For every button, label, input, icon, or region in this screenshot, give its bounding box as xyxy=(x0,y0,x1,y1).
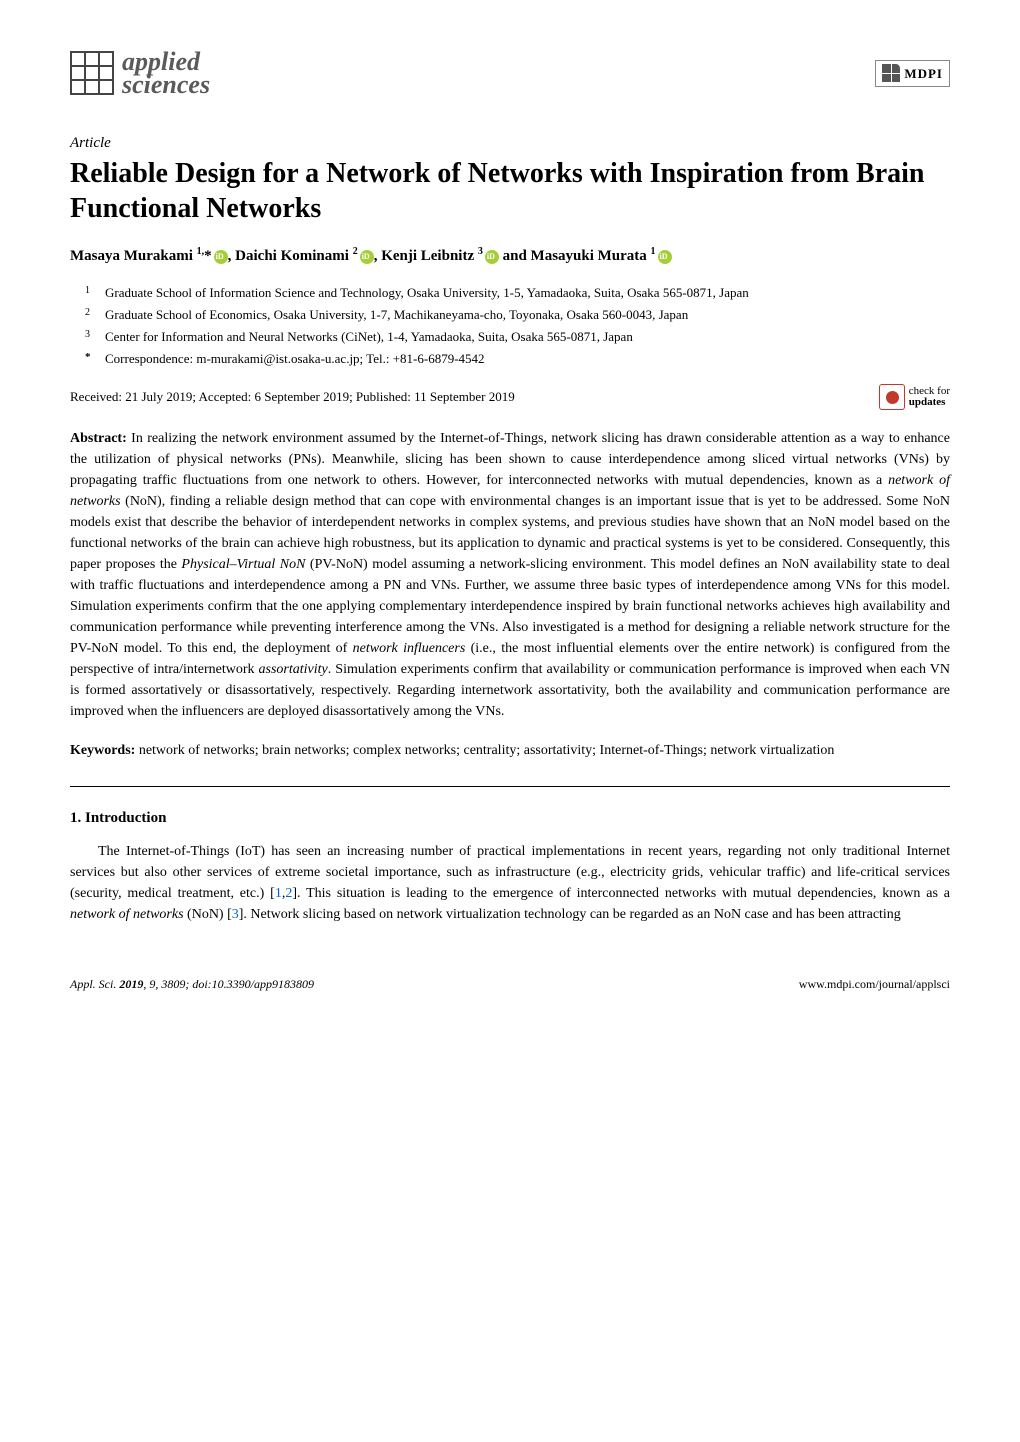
abstract: Abstract: In realizing the network envir… xyxy=(70,428,950,722)
orcid-icon[interactable] xyxy=(360,250,374,264)
page-footer: Appl. Sci. 2019, 9, 3809; doi:10.3390/ap… xyxy=(70,975,950,993)
author-3: Kenji Leibnitz 3 xyxy=(381,248,499,264)
corr-marker: * xyxy=(85,351,91,363)
mdpi-icon xyxy=(882,64,900,82)
journal-name: applied sciences xyxy=(122,50,210,97)
section-title-intro: 1. Introduction xyxy=(70,807,950,830)
cite-3[interactable]: 3 xyxy=(232,907,239,922)
affiliations: 1 Graduate School of Information Science… xyxy=(70,283,950,369)
orcid-icon[interactable] xyxy=(214,250,228,264)
dates-row: Received: 21 July 2019; Accepted: 6 Sept… xyxy=(70,384,950,410)
cite-1[interactable]: 1 xyxy=(275,886,282,901)
publication-dates: Received: 21 July 2019; Accepted: 6 Sept… xyxy=(70,387,515,407)
affiliation-2: 2 Graduate School of Economics, Osaka Un… xyxy=(85,305,950,325)
check-updates-text: check for updates xyxy=(909,386,950,408)
journal-logo: applied sciences xyxy=(70,50,210,97)
intro-paragraph: The Internet-of-Things (IoT) has seen an… xyxy=(70,841,950,925)
keywords-label: Keywords: xyxy=(70,743,135,758)
affil-num-2: 2 xyxy=(85,307,90,318)
authors-list: Masaya Murakami 1,*, Daichi Kominami 2, … xyxy=(70,244,950,268)
affil-num-1: 1 xyxy=(85,285,90,296)
journal-header: applied sciences MDPI xyxy=(70,50,950,97)
article-type: Article xyxy=(70,132,950,155)
affiliation-3: 3 Center for Information and Neural Netw… xyxy=(85,327,950,347)
keywords-text: network of networks; brain networks; com… xyxy=(139,743,835,758)
author-2: Daichi Kominami 2 xyxy=(235,248,374,264)
article-title: Reliable Design for a Network of Network… xyxy=(70,156,950,226)
publisher-name: MDPI xyxy=(904,64,943,84)
orcid-icon[interactable] xyxy=(485,250,499,264)
footer-citation: Appl. Sci. 2019, 9, 3809; doi:10.3390/ap… xyxy=(70,975,314,993)
affil-text-1: Graduate School of Information Science a… xyxy=(105,283,749,303)
corr-text: Correspondence: m-murakami@ist.osaka-u.a… xyxy=(105,349,485,369)
check-updates-icon xyxy=(879,384,905,410)
author-1: Masaya Murakami 1,* xyxy=(70,248,228,264)
abstract-label: Abstract: xyxy=(70,431,127,446)
orcid-icon[interactable] xyxy=(658,250,672,264)
correspondence: * Correspondence: m-murakami@ist.osaka-u… xyxy=(85,349,950,369)
journal-logo-icon xyxy=(70,51,114,95)
affil-num-3: 3 xyxy=(85,329,90,340)
affil-text-3: Center for Information and Neural Networ… xyxy=(105,327,633,347)
cite-2[interactable]: 2 xyxy=(285,886,292,901)
footer-url[interactable]: www.mdpi.com/journal/applsci xyxy=(799,975,950,993)
section-divider xyxy=(70,786,950,787)
journal-name-line2: sciences xyxy=(122,73,210,96)
check-updates-badge[interactable]: check for updates xyxy=(879,384,950,410)
affil-text-2: Graduate School of Economics, Osaka Univ… xyxy=(105,305,688,325)
affiliation-1: 1 Graduate School of Information Science… xyxy=(85,283,950,303)
publisher-logo: MDPI xyxy=(875,60,950,88)
keywords: Keywords: network of networks; brain net… xyxy=(70,740,950,761)
author-4: Masayuki Murata 1 xyxy=(531,248,672,264)
